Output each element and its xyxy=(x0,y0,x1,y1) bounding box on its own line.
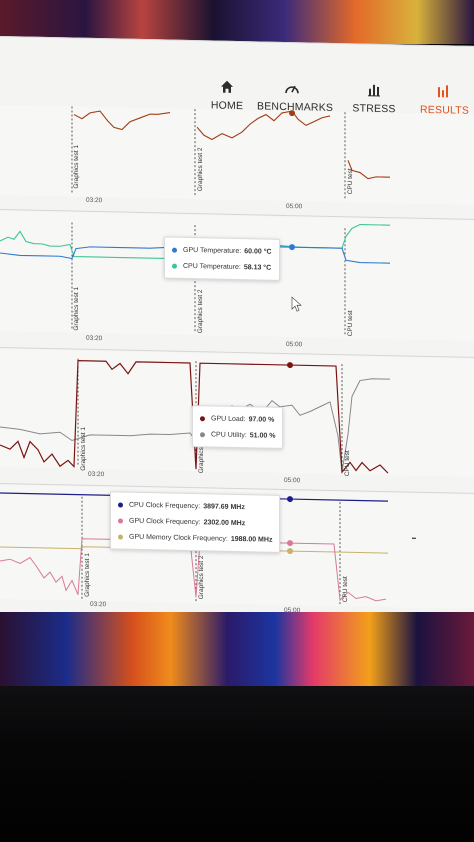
tooltip-value: 51.00 % xyxy=(249,431,276,440)
time-tick: 03:20 xyxy=(86,196,103,205)
nav-home[interactable]: HOME xyxy=(210,77,244,112)
tooltip-value: 60.00 °C xyxy=(244,247,272,256)
load-chart xyxy=(0,358,390,474)
segment-label-gt1: Graphics test 1 xyxy=(73,144,80,189)
framerate-hover-point xyxy=(289,110,295,117)
time-tick: 05:00 xyxy=(286,340,303,349)
time-tick: 03:20 xyxy=(88,470,105,479)
series-dot-icon xyxy=(172,263,177,269)
clock-hover-point xyxy=(287,496,293,503)
segment-label-gt2: Graphics test 2 xyxy=(197,289,204,334)
load-hover-point xyxy=(287,362,293,369)
segment-label-cpu: CPU test xyxy=(347,168,354,195)
clock-hover-point-2 xyxy=(287,540,293,547)
time-tick: 05:00 xyxy=(286,202,303,211)
series-dot-icon xyxy=(200,415,205,421)
mouse-cursor-icon xyxy=(291,296,302,312)
tooltip-label: GPU Clock Frequency: xyxy=(129,517,201,526)
tooltip-label: CPU Utility: xyxy=(211,430,247,439)
segment-label-gt1: Graphics test 1 xyxy=(84,553,91,597)
series-dot-icon xyxy=(118,533,123,540)
time-tick: 03:20 xyxy=(86,334,103,343)
chart-panel-framerate: Graphics test 1 Graphics test 2 CPU test xyxy=(0,105,474,205)
framerate-line xyxy=(73,110,171,131)
clock-hover-point-3 xyxy=(287,548,293,555)
tooltip-row-gpu-load: GPU Load: 97.00 % xyxy=(200,410,275,428)
chart-panel-load: Graphics test 1 Graphics test 2 CPU test… xyxy=(0,349,474,477)
series-dot-icon xyxy=(118,517,123,524)
segment-label-cpu: CPU test xyxy=(342,576,349,603)
tooltip-value: 97.00 % xyxy=(248,415,275,424)
results-icon xyxy=(438,85,448,98)
chart-panel-clock: Graphics test 1 Graphics test 2 CPU test… xyxy=(0,485,474,609)
desktop-wallpaper-bottom xyxy=(0,612,474,686)
gauge-icon xyxy=(285,85,299,94)
series-dot-icon xyxy=(200,431,205,437)
tooltip-value: 3897.69 MHz xyxy=(203,502,245,511)
series-dot-icon xyxy=(172,247,177,253)
tooltip-label: GPU Temperature: xyxy=(183,246,242,255)
nav-benchmarks[interactable]: BENCHMARKS xyxy=(257,78,333,114)
segment-label-cpu: CPU test xyxy=(347,310,354,337)
clock-tooltip: CPU Clock Frequency: 3897.69 MHz GPU Clo… xyxy=(110,491,281,553)
tooltip-label: GPU Load: xyxy=(211,414,246,423)
tooltip-label: GPU Memory Clock Frequency: xyxy=(129,533,228,543)
tooltip-value: 58.13 °C xyxy=(243,263,272,272)
time-tick: 03:20 xyxy=(90,600,107,609)
tooltip-label: CPU Clock Frequency: xyxy=(129,501,201,510)
framerate-chart xyxy=(71,106,390,201)
tooltip-row-gpu-memory-clock: GPU Memory Clock Frequency: 1988.00 MHz xyxy=(118,528,272,547)
temperature-tooltip: GPU Temperature: 60.00 °C CPU Temperatur… xyxy=(164,236,280,281)
tooltip-row-cpu-utility: CPU Utility: 51.00 % xyxy=(200,426,275,444)
monitor-screen: HOME BENCHMARKS STRESS TESTS RESULTS Gra… xyxy=(0,36,474,627)
nav-results[interactable]: RESULTS xyxy=(420,82,469,117)
framerate-line-3 xyxy=(347,160,390,180)
series-dot-icon xyxy=(118,501,123,508)
nav-stress-tests[interactable]: STRESS TESTS xyxy=(340,80,408,127)
chart-panel-temperature: Graphics test 1 Graphics test 2 CPU test… xyxy=(0,211,474,341)
load-tooltip: GPU Load: 97.00 % CPU Utility: 51.00 % xyxy=(192,405,284,449)
gpu-load-line xyxy=(0,360,389,474)
top-navigation: HOME BENCHMARKS STRESS TESTS RESULTS xyxy=(0,37,474,127)
tooltip-value: 2302.00 MHz xyxy=(203,518,246,527)
home-icon xyxy=(221,80,233,93)
tooltip-row-cpu-temperature: CPU Temperature: 58.13 °C xyxy=(172,258,272,276)
segment-label-gt1: Graphics test 1 xyxy=(80,426,87,471)
tooltip-label: CPU Temperature: xyxy=(183,262,241,271)
framerate-line-2 xyxy=(196,110,331,141)
monitor-bezel-dark xyxy=(0,686,474,842)
bars-icon xyxy=(368,84,380,97)
segment-label-cpu: CPU test xyxy=(344,450,351,477)
edge-mark xyxy=(412,537,416,539)
time-tick: 05:00 xyxy=(284,476,301,485)
segment-label-gt2: Graphics test 2 xyxy=(197,147,204,192)
segment-label-gt1: Graphics test 1 xyxy=(73,286,80,331)
segment-label-gt2: Graphics test 2 xyxy=(198,555,205,600)
temperature-hover-point xyxy=(289,244,295,251)
tooltip-value: 1988.00 MHz xyxy=(230,535,273,544)
